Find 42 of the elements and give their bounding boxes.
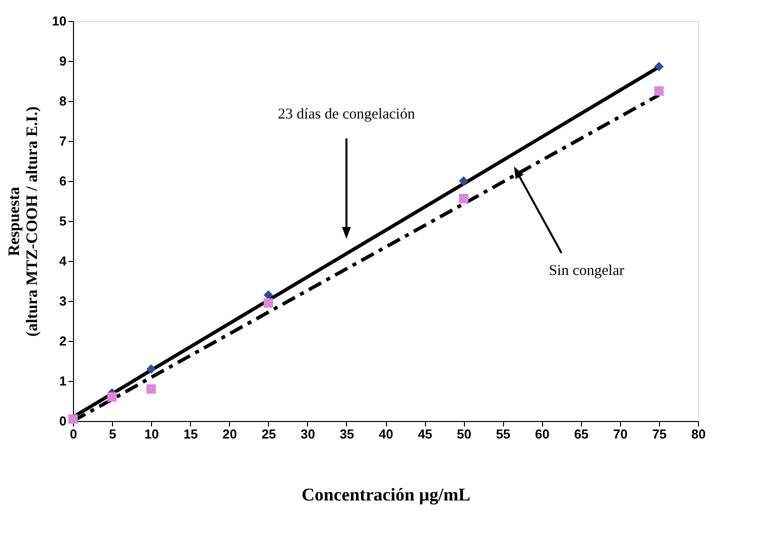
y-tick-label: 4 [59,254,68,268]
x-tick-label: 70 [613,426,628,442]
y-tick-label: 1 [59,374,66,388]
x-tick-label: 20 [222,426,237,442]
y-tick-label: 10 [52,14,66,28]
y-tick-label: 0 [59,414,66,428]
x-tick-label: 10 [144,426,159,442]
annotation: 23 días de congelación [278,106,416,122]
x-tick-label: 55 [496,426,510,442]
x-tick-label: 65 [574,426,589,442]
x-tick-label: 5 [108,426,116,442]
point [146,384,156,394]
x-tick-label: 40 [378,426,394,442]
y-tick-label: 6 [59,174,66,188]
point [458,176,468,186]
y-tick-label: 9 [59,54,66,68]
y-tick-label: 7 [59,134,66,148]
y-tick-label: 2 [59,334,66,348]
point [264,298,274,308]
x-tick-label: 30 [300,426,316,442]
point [264,290,274,300]
annotation: Sin congelar [548,263,624,279]
y-tick-label: 3 [59,294,66,308]
point [458,194,468,204]
point [654,86,664,96]
point [107,392,117,402]
x-tick-label: 15 [183,426,198,442]
x-tick-label: 45 [418,426,432,442]
point [654,62,664,72]
x-tick-label: 0 [70,426,78,442]
x-tick-label: 25 [262,426,276,442]
y-axis-title: Respuesta (altura MTZ-COOH / altura E.I.) [6,106,42,337]
x-tick-label: 80 [691,426,706,442]
point [68,414,78,424]
x-tick-label: 75 [652,426,667,442]
point [146,364,156,374]
x-tick-label: 35 [340,426,354,442]
y-tick-label: 5 [59,214,66,228]
x-tick-label: 50 [456,426,472,442]
x-axis-title: Concentración µg/mL [302,484,470,504]
x-tick-label: 60 [535,426,550,442]
y-tick-label: 8 [59,94,66,108]
